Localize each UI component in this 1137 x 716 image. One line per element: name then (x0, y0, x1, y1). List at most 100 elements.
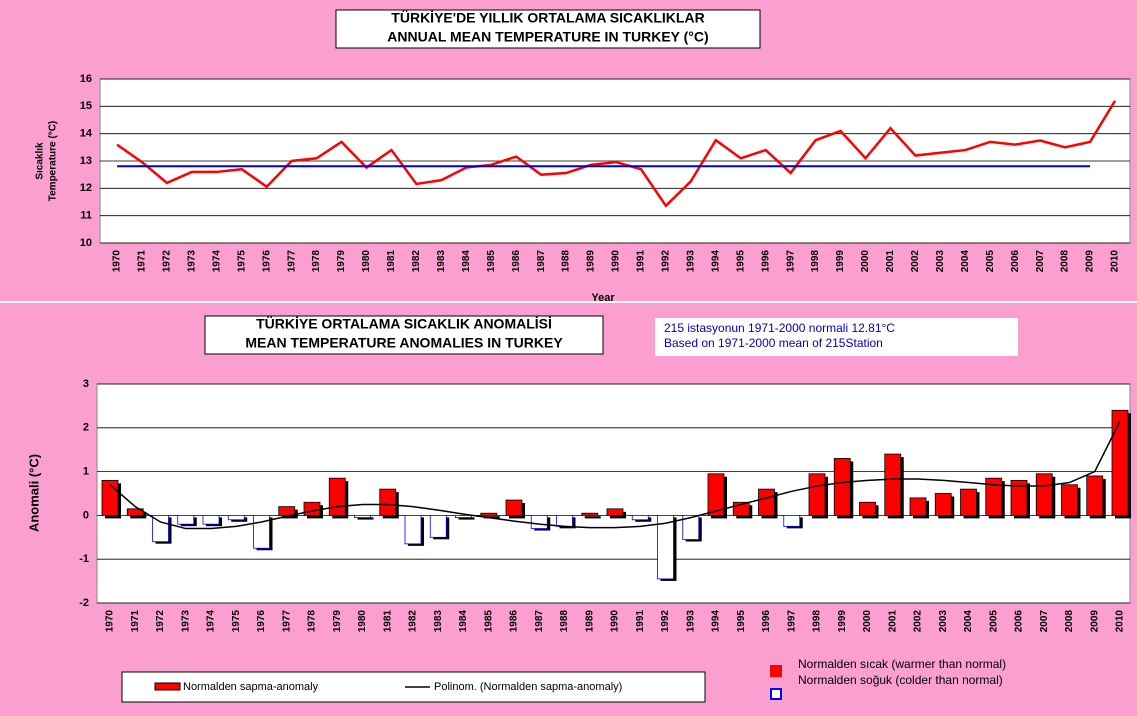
y-tick-label: 12 (80, 182, 92, 194)
x-tick-label: 1992 (661, 250, 672, 273)
y-tick-label: 11 (80, 210, 92, 222)
x-tick-label: 1999 (837, 610, 848, 633)
x-tick-label: 1997 (786, 610, 797, 633)
y-tick-label: 15 (80, 100, 92, 112)
bar (884, 453, 902, 516)
bar (202, 515, 220, 525)
x-tick-label: 1984 (461, 250, 472, 273)
y-tick-label: 10 (80, 237, 92, 249)
x-tick-label: 2008 (1060, 250, 1071, 273)
y-tick-label: 2 (83, 422, 89, 434)
x-tick-label: 2006 (1010, 250, 1021, 273)
title-box (204, 315, 604, 355)
bar (429, 515, 447, 538)
bar (581, 512, 599, 516)
x-tick-label: 1971 (137, 250, 148, 273)
x-tick-label: 1999 (835, 250, 846, 273)
x-tick-label: 1998 (810, 250, 821, 273)
bar (328, 477, 346, 516)
x-tick-label: 2002 (910, 250, 921, 273)
x-tick-label: 1980 (361, 250, 372, 273)
bar (657, 515, 674, 580)
bar (808, 473, 826, 516)
bar (682, 515, 700, 540)
x-tick-label: 1985 (483, 610, 494, 633)
x-tick-label: 1991 (635, 610, 646, 633)
bar (253, 515, 270, 549)
y-axis-label: Anomali (°C) (26, 454, 41, 532)
note: 215 istasyonun 1971-2000 normali 12.81°C (664, 321, 895, 335)
bar (707, 473, 725, 516)
bar (909, 497, 927, 516)
x-tick-label: 1995 (735, 250, 746, 273)
x-tick-label: 1970 (112, 250, 123, 273)
x-tick-label: 1972 (155, 610, 166, 633)
x-tick-label: 1976 (256, 610, 267, 633)
x-tick-label: 1986 (509, 610, 520, 633)
x-tick-label: 1982 (408, 610, 419, 633)
bar (859, 501, 876, 516)
x-tick-label: 1971 (130, 610, 141, 633)
sign-legend-label: Normalden soğuk (colder than normal) (798, 673, 1003, 687)
x-axis-label: Year (591, 292, 615, 304)
x-tick-label: 1996 (760, 250, 771, 273)
x-tick-label: 1989 (586, 250, 597, 273)
x-tick-label: 1985 (486, 250, 497, 273)
title-box (335, 9, 761, 49)
line (116, 100, 1117, 208)
x-tick-label: 1997 (785, 250, 796, 273)
bar (177, 515, 195, 525)
x-tick-label: 1977 (286, 250, 297, 273)
x-tick-label: 1977 (281, 610, 292, 633)
bar-shadow (458, 517, 475, 520)
y-tick-label: 1 (83, 466, 89, 478)
x-tick-label: 1989 (584, 610, 595, 633)
bar (530, 515, 548, 529)
x-tick-label: 2005 (985, 250, 996, 273)
legend-label: Polinom. (Normalden sapma-anomaly) (434, 681, 622, 693)
x-tick-label: 1978 (307, 610, 318, 633)
bar (606, 508, 624, 516)
x-tick-label: 1979 (336, 250, 347, 273)
x-tick-label: 1998 (812, 610, 823, 633)
x-tick-label: 1979 (332, 610, 343, 633)
x-tick-label: 1981 (386, 250, 397, 273)
x-tick-label: 1988 (559, 610, 570, 633)
x-tick-label: 2010 (1110, 250, 1121, 273)
chart-title: ANNUAL MEAN TEMPERATURE IN TURKEY (°C) (387, 29, 708, 45)
note-box (655, 318, 1018, 356)
bar (227, 515, 245, 521)
plot-area (96, 383, 1131, 604)
x-tick-label: 2008 (1064, 610, 1075, 633)
x-tick-label: 2004 (963, 610, 974, 633)
bar (1111, 409, 1129, 516)
x-tick-label: 2004 (960, 250, 971, 273)
y-tick-label: 16 (80, 73, 92, 85)
x-tick-label: 1993 (685, 250, 696, 273)
x-tick-label: 1982 (411, 250, 422, 273)
bar (152, 515, 169, 543)
bar (1061, 484, 1078, 516)
sign-legend-label: Normalden sıcak (warmer than normal) (798, 657, 1006, 671)
x-tick-label: 1976 (261, 250, 272, 273)
y-tick-label: 0 (83, 509, 89, 521)
bar (934, 493, 952, 516)
x-tick-label: 1973 (186, 250, 197, 273)
bar (505, 499, 523, 516)
x-tick-label: 1990 (610, 610, 621, 633)
x-tick-label: 1980 (357, 610, 368, 633)
bar (783, 515, 801, 527)
x-tick-label: 1974 (206, 610, 217, 633)
x-tick-label: 1993 (685, 610, 696, 633)
bar (758, 488, 775, 516)
x-tick-label: 1973 (180, 610, 191, 633)
bar (1086, 475, 1104, 516)
y-tick-label: -2 (79, 597, 89, 609)
x-tick-label: 2001 (885, 250, 896, 273)
x-tick-label: 1987 (536, 250, 547, 273)
bar (1035, 473, 1053, 516)
legend-label: Normalden sapma-anomaly (183, 681, 319, 693)
bar (556, 515, 573, 527)
bar (455, 515, 472, 518)
